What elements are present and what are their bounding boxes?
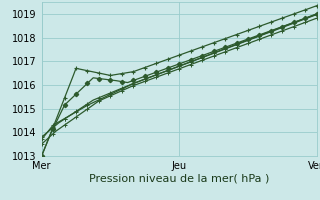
X-axis label: Pression niveau de la mer( hPa ): Pression niveau de la mer( hPa ) <box>89 174 269 184</box>
